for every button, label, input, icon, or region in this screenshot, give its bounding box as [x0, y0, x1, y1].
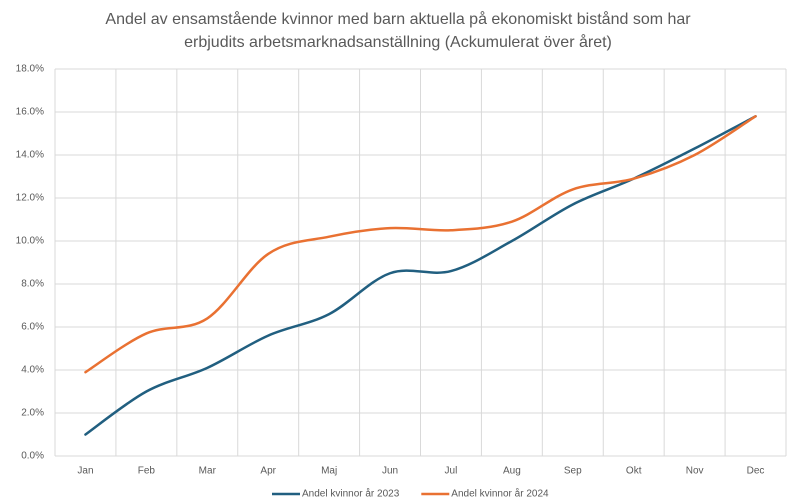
y-tick-label: 2.0% — [21, 408, 44, 419]
y-tick-label: 4.0% — [21, 365, 44, 376]
x-tick-label: Aug — [503, 466, 521, 477]
chart-title: Andel av ensamstående kvinnor med barn a… — [105, 10, 691, 51]
x-tick-label: Okt — [626, 466, 642, 477]
y-tick-label: 12.0% — [16, 193, 44, 204]
y-tick-label: 18.0% — [16, 64, 44, 75]
x-tick-label: Jan — [77, 466, 93, 477]
x-tick-label: Nov — [686, 466, 704, 477]
x-tick-label: Sep — [564, 466, 582, 477]
x-tick-label: Jul — [445, 466, 458, 477]
y-tick-label: 16.0% — [16, 107, 44, 118]
series-line — [84, 115, 757, 374]
legend-label: Andel kvinnor år 2023 — [302, 488, 400, 500]
x-tick-label: Feb — [138, 466, 156, 477]
x-tick-label: Apr — [260, 466, 276, 477]
x-tick-label: Maj — [321, 466, 337, 477]
legend-label: Andel kvinnor år 2024 — [451, 488, 549, 500]
x-tick-label: Dec — [747, 466, 765, 477]
y-tick-label: 8.0% — [21, 279, 44, 290]
x-tick-label: Mar — [199, 466, 217, 477]
y-tick-label: 6.0% — [21, 322, 44, 333]
y-tick-label: 14.0% — [16, 150, 44, 161]
y-tick-label: 10.0% — [16, 236, 44, 247]
y-tick-label: 0.0% — [21, 451, 44, 462]
x-tick-label: Jun — [382, 466, 398, 477]
